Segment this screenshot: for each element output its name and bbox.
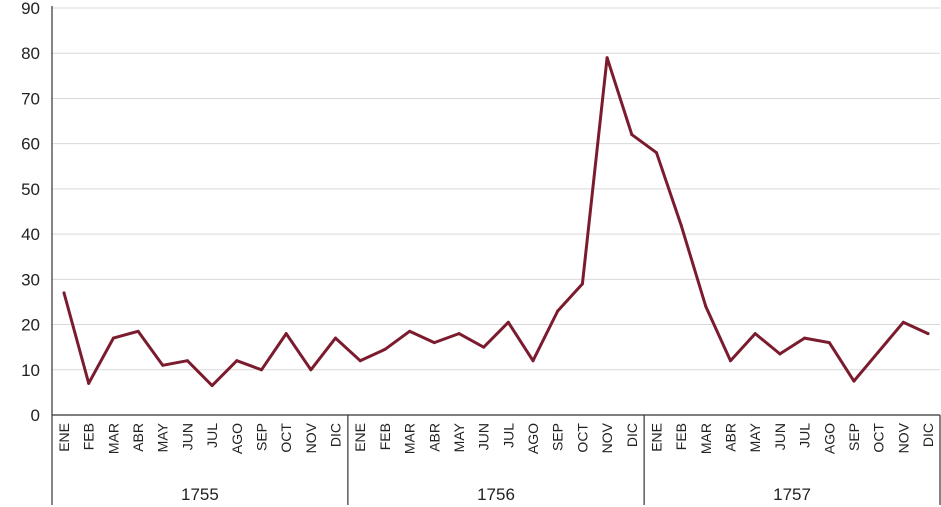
x-tick-label-dic: DIC bbox=[328, 423, 344, 447]
x-tick-label-ago: AGO bbox=[229, 423, 245, 454]
data-point bbox=[408, 329, 412, 333]
x-tick-label-jun: JUN bbox=[179, 423, 195, 450]
series-layer bbox=[62, 56, 930, 388]
year-group-labels: 1755 1756 1757 bbox=[181, 485, 811, 504]
data-point bbox=[482, 345, 486, 349]
x-axis-tick-labels: ENE FEB MAR ABR MAY JUN JUL AGO SEP OCT NOV DIC ENE F… bbox=[56, 422, 936, 454]
data-point bbox=[580, 282, 584, 286]
x-tick-label-mar: MAR bbox=[698, 423, 714, 454]
y-tick-label: 70 bbox=[21, 89, 40, 108]
x-tick-label-jul: JUL bbox=[500, 423, 516, 448]
x-tick-label-sep: SEP bbox=[550, 423, 566, 451]
x-tick-label-oct: OCT bbox=[574, 423, 590, 453]
x-tick-label-nov: NOV bbox=[303, 422, 319, 453]
x-tick-label-feb: FEB bbox=[81, 423, 97, 450]
data-point bbox=[87, 381, 91, 385]
x-tick-label-mar: MAR bbox=[105, 423, 121, 454]
x-tick-label-sep: SEP bbox=[846, 423, 862, 451]
x-tick-label-may: MAY bbox=[155, 422, 171, 452]
y-tick-label: 30 bbox=[21, 270, 40, 289]
x-tick-label-may: MAY bbox=[451, 422, 467, 452]
x-tick-label-mar: MAR bbox=[402, 423, 418, 454]
data-point bbox=[210, 384, 214, 388]
y-tick-label: 20 bbox=[21, 316, 40, 335]
data-point bbox=[62, 291, 66, 295]
x-tick-label-sep: SEP bbox=[253, 423, 269, 451]
data-point bbox=[803, 336, 807, 340]
data-point bbox=[531, 359, 535, 363]
data-point bbox=[259, 368, 263, 372]
x-tick-label-nov: NOV bbox=[599, 422, 615, 453]
data-point bbox=[901, 320, 905, 324]
x-tick-label-jun: JUN bbox=[476, 423, 492, 450]
x-tick-label-ago: AGO bbox=[525, 423, 541, 454]
x-tick-label-jul: JUL bbox=[797, 423, 813, 448]
y-tick-label: 10 bbox=[21, 361, 40, 380]
x-tick-label-abr: ABR bbox=[426, 423, 442, 452]
x-tick-label-ene: ENE bbox=[56, 423, 72, 452]
data-point bbox=[630, 133, 634, 137]
x-tick-label-jun: JUN bbox=[772, 423, 788, 450]
series-line bbox=[62, 56, 930, 388]
data-point bbox=[556, 309, 560, 313]
x-tick-label-feb: FEB bbox=[377, 423, 393, 450]
x-tick-label-nov: NOV bbox=[895, 422, 911, 453]
x-tick-label-may: MAY bbox=[747, 422, 763, 452]
x-tick-label-feb: FEB bbox=[673, 423, 689, 450]
y-tick-label: 90 bbox=[21, 0, 40, 18]
data-point bbox=[383, 347, 387, 351]
data-point bbox=[136, 329, 140, 333]
data-point bbox=[235, 359, 239, 363]
x-tick-label-abr: ABR bbox=[723, 423, 739, 452]
data-point bbox=[111, 336, 115, 340]
gridlines bbox=[52, 7, 940, 371]
x-tick-label-jul: JUL bbox=[204, 423, 220, 448]
data-point bbox=[704, 304, 708, 308]
y-tick-label: 40 bbox=[21, 225, 40, 244]
data-point bbox=[358, 359, 362, 363]
data-point bbox=[753, 332, 757, 336]
data-point bbox=[852, 379, 856, 383]
x-tick-label-oct: OCT bbox=[871, 423, 887, 453]
x-tick-label-oct: OCT bbox=[278, 423, 294, 453]
data-point bbox=[309, 368, 313, 372]
data-point bbox=[161, 363, 165, 367]
data-point bbox=[827, 341, 831, 345]
data-point bbox=[284, 332, 288, 336]
data-point bbox=[334, 336, 338, 340]
data-point bbox=[877, 350, 881, 354]
data-point bbox=[654, 151, 658, 155]
x-tick-label-abr: ABR bbox=[130, 423, 146, 452]
data-point bbox=[457, 332, 461, 336]
axes bbox=[51, 6, 941, 505]
data-point bbox=[926, 332, 930, 336]
data-point bbox=[506, 320, 510, 324]
data-point bbox=[729, 359, 733, 363]
x-tick-label-ene: ENE bbox=[352, 423, 368, 452]
x-tick-label-dic: DIC bbox=[920, 423, 936, 447]
x-tick-label-dic: DIC bbox=[624, 423, 640, 447]
data-point bbox=[185, 359, 189, 363]
data-point bbox=[778, 352, 782, 356]
year-label-1755: 1755 bbox=[181, 485, 219, 504]
data-point bbox=[679, 223, 683, 227]
y-tick-label: 60 bbox=[21, 135, 40, 154]
x-tick-label-ene: ENE bbox=[648, 423, 664, 452]
y-axis-tick-labels: 0 10 20 30 40 50 60 70 80 90 bbox=[21, 0, 40, 425]
x-tick-label-ago: AGO bbox=[821, 423, 837, 454]
y-tick-label: 80 bbox=[21, 44, 40, 63]
data-point bbox=[432, 341, 436, 345]
year-label-1757: 1757 bbox=[773, 485, 811, 504]
data-point bbox=[605, 56, 609, 60]
year-label-1756: 1756 bbox=[477, 485, 515, 504]
y-tick-label: 50 bbox=[21, 180, 40, 199]
y-tick-label: 0 bbox=[31, 406, 40, 425]
